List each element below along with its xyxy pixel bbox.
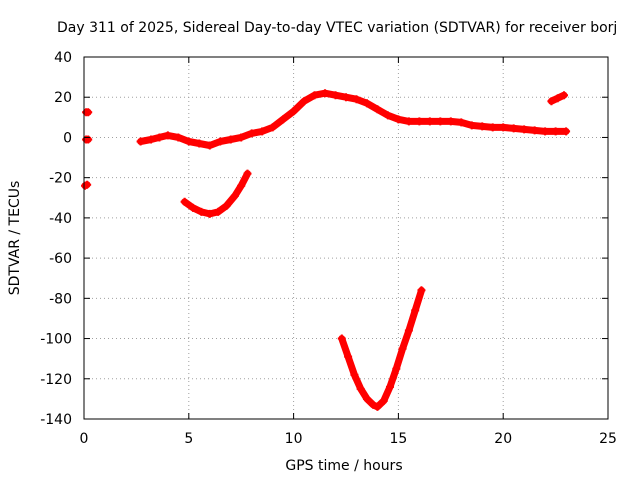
data-point	[520, 125, 529, 134]
data-point	[541, 127, 550, 136]
data-point	[155, 133, 164, 142]
data-point	[279, 115, 288, 124]
x-tick-label: 20	[494, 431, 512, 447]
data-point	[352, 95, 361, 104]
data-point	[344, 352, 353, 361]
y-axis-label: SDTVAR / TECUs	[7, 181, 23, 296]
x-tick-label: 15	[389, 431, 407, 447]
series-deep-arc	[338, 286, 425, 411]
y-tick-label: 20	[54, 90, 72, 106]
data-point	[184, 137, 193, 146]
data-point	[174, 133, 183, 142]
data-point	[373, 105, 382, 114]
data-point	[214, 207, 223, 216]
y-axis: 40 20 0 -20 -40 -60 -80 -100 -120 -140	[40, 50, 608, 428]
data-point	[373, 402, 382, 411]
x-tick-label: 10	[285, 431, 303, 447]
y-tick-label: -80	[49, 291, 72, 307]
y-tick-label: -120	[40, 372, 72, 388]
y-tick-label: 0	[63, 130, 72, 146]
data-point	[509, 124, 518, 133]
data-point	[356, 384, 365, 393]
data-point	[243, 169, 252, 178]
data-point	[530, 126, 539, 135]
data-point	[488, 123, 497, 132]
series-layer	[81, 89, 571, 411]
data-point	[404, 117, 413, 126]
data-point	[394, 115, 403, 124]
data-point	[467, 121, 476, 130]
chart-title: Day 311 of 2025, Sidereal Day-to-day VTE…	[57, 20, 617, 36]
data-point	[222, 201, 231, 210]
y-tick-label: 40	[54, 50, 72, 66]
data-point	[84, 135, 93, 144]
x-axis-label: GPS time / hours	[285, 458, 402, 474]
data-point	[551, 127, 560, 136]
data-point	[300, 97, 309, 106]
data-point	[205, 209, 214, 218]
data-point	[289, 107, 298, 116]
data-point	[321, 89, 330, 98]
data-point	[195, 139, 204, 148]
data-point	[337, 334, 346, 343]
data-point	[188, 203, 197, 212]
data-point	[411, 306, 420, 315]
data-point	[417, 286, 426, 295]
y-tick-label: -20	[49, 171, 72, 187]
data-point	[84, 108, 93, 117]
data-point	[379, 396, 388, 405]
data-point	[237, 133, 246, 142]
data-point	[268, 123, 277, 132]
data-point	[404, 326, 413, 335]
data-point	[180, 197, 189, 206]
data-point	[559, 91, 568, 100]
y-tick-label: -140	[40, 412, 72, 428]
data-point	[383, 111, 392, 120]
data-point	[230, 191, 239, 200]
x-tick-label: 0	[80, 431, 89, 447]
data-point	[310, 91, 319, 100]
data-point	[258, 127, 267, 136]
data-point	[446, 117, 455, 126]
y-tick-label: -40	[49, 211, 72, 227]
x-axis: 0 5 10 15 20 25	[80, 57, 617, 447]
data-point	[553, 94, 562, 103]
data-point	[415, 117, 424, 126]
data-point	[226, 135, 235, 144]
data-point	[425, 117, 434, 126]
data-point	[163, 131, 172, 140]
data-point	[499, 123, 508, 132]
data-point	[392, 364, 401, 373]
data-point	[362, 99, 371, 108]
y-tick-label: -100	[40, 332, 72, 348]
data-point	[547, 97, 556, 106]
data-point	[247, 129, 256, 138]
data-point	[205, 141, 214, 150]
x-tick-label: 5	[184, 431, 193, 447]
data-point	[342, 93, 350, 102]
data-point	[197, 207, 206, 216]
data-point	[237, 181, 246, 190]
data-point	[457, 118, 466, 127]
data-point	[398, 344, 407, 353]
data-point	[436, 117, 445, 126]
plot-frame	[83, 56, 609, 420]
y-tick-label: -60	[49, 251, 72, 267]
grid	[84, 57, 608, 419]
data-point	[562, 127, 571, 136]
data-point	[386, 382, 395, 391]
data-point	[331, 91, 340, 100]
x-tick-label: 25	[599, 431, 617, 447]
data-point	[478, 122, 487, 131]
data-point	[136, 137, 145, 146]
data-point	[350, 370, 359, 379]
data-point	[369, 400, 378, 409]
data-point	[147, 135, 156, 144]
data-point	[216, 137, 225, 146]
data-point	[362, 394, 371, 403]
